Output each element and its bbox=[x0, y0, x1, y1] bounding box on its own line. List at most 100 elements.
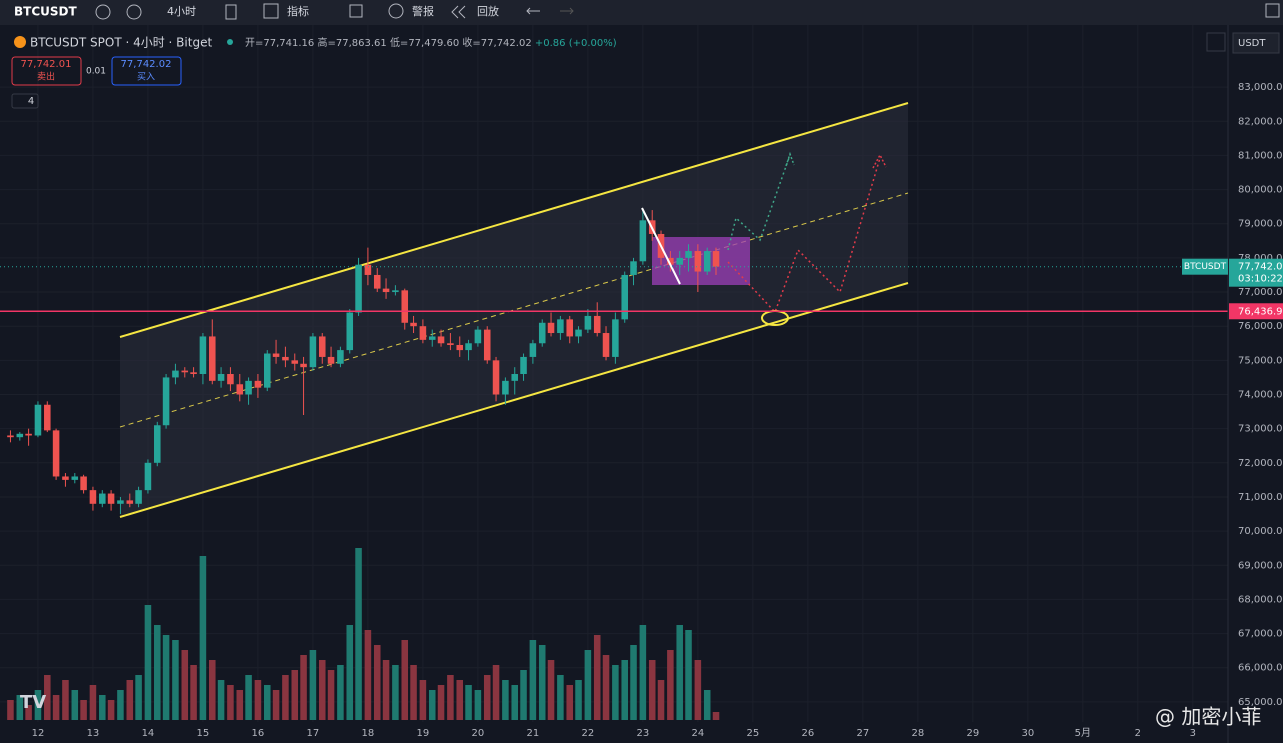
undo-icon[interactable] bbox=[526, 7, 540, 15]
y-tick-label: 83,000.00 bbox=[1238, 82, 1283, 93]
volume-bar bbox=[144, 605, 152, 720]
alert-icon[interactable] bbox=[388, 3, 404, 19]
candle-body bbox=[263, 353, 271, 388]
y-tick-label: 65,000.00 bbox=[1238, 697, 1283, 708]
volume-bar bbox=[575, 680, 582, 720]
volume-bar bbox=[566, 685, 574, 720]
sell-button[interactable] bbox=[11, 56, 82, 86]
buy-button[interactable] bbox=[111, 56, 182, 86]
volume-bar bbox=[392, 665, 399, 720]
candle-body bbox=[282, 356, 289, 361]
volume-bar bbox=[547, 660, 555, 720]
legend-low: 低=77,479.60 bbox=[390, 36, 459, 49]
buy-price[interactable]: 77,742.02 bbox=[121, 59, 172, 70]
candle-body bbox=[419, 326, 427, 340]
candle-body bbox=[410, 322, 417, 327]
candle-body bbox=[538, 322, 546, 344]
volume-bar bbox=[135, 675, 142, 720]
candle-body bbox=[502, 380, 509, 395]
x-tick-label: 17 bbox=[307, 728, 320, 739]
volume-bar bbox=[538, 645, 546, 720]
candle-body bbox=[584, 315, 592, 330]
candle-body bbox=[401, 290, 409, 323]
indicator-count[interactable]: 4 bbox=[28, 96, 34, 107]
x-tick-label: 18 bbox=[362, 728, 375, 739]
volume-bar bbox=[382, 660, 390, 720]
drop-line bbox=[641, 207, 681, 285]
sell-label[interactable]: 卖出 bbox=[37, 71, 55, 83]
channel-fill bbox=[120, 103, 908, 517]
candle-body bbox=[373, 274, 381, 289]
redo-icon[interactable] bbox=[560, 7, 574, 15]
candle-body bbox=[254, 380, 262, 388]
volume-bar bbox=[272, 690, 280, 720]
volume-bar bbox=[502, 680, 509, 720]
candle-body bbox=[300, 363, 307, 368]
candle-body bbox=[346, 312, 354, 351]
legend-high: 高=77,863.61 bbox=[317, 36, 386, 49]
candle-body bbox=[621, 274, 628, 320]
volume-bar bbox=[456, 680, 464, 720]
currency[interactable]: USDT bbox=[1238, 38, 1266, 49]
replay[interactable]: 回放 bbox=[477, 4, 499, 18]
volume-bar bbox=[44, 675, 51, 720]
candle-body bbox=[16, 433, 24, 438]
candle-body bbox=[209, 336, 216, 381]
candle-body bbox=[190, 372, 197, 375]
candle-body bbox=[135, 490, 142, 504]
candle-body bbox=[309, 336, 317, 368]
x-tick-label: 21 bbox=[527, 728, 540, 739]
currency-select[interactable] bbox=[1232, 32, 1280, 54]
channel-lower bbox=[119, 282, 909, 518]
candle-body bbox=[162, 377, 170, 426]
candle-body bbox=[154, 425, 161, 463]
volume-bar bbox=[172, 640, 179, 720]
indicator-icon[interactable] bbox=[263, 3, 279, 19]
candle-body bbox=[144, 462, 152, 491]
last-price-label: 77,742.02 bbox=[1238, 262, 1283, 273]
x-tick-label: 28 bbox=[911, 728, 924, 739]
alert[interactable]: 警报 bbox=[412, 4, 434, 18]
volume-bar bbox=[364, 630, 372, 720]
volume-bar bbox=[465, 685, 472, 720]
volume-bar bbox=[511, 685, 519, 720]
favorite-icon[interactable] bbox=[95, 4, 111, 20]
symbol[interactable]: BTCUSDT bbox=[14, 5, 77, 19]
x-tick-label: 23 bbox=[637, 728, 650, 739]
chart-type-icon[interactable] bbox=[225, 4, 237, 20]
sell-price[interactable]: 77,742.01 bbox=[21, 59, 72, 70]
x-tick-label: 19 bbox=[417, 728, 430, 739]
layout-icon[interactable] bbox=[349, 4, 363, 18]
x-tick-label: 30 bbox=[1021, 728, 1034, 739]
candle-body bbox=[639, 220, 647, 262]
buy-label[interactable]: 买入 bbox=[137, 72, 155, 83]
screenshot-icon[interactable] bbox=[1206, 32, 1226, 52]
indicators[interactable]: 指标 bbox=[287, 4, 309, 18]
last-price-tag bbox=[1229, 258, 1283, 287]
interval[interactable]: 4小时 bbox=[167, 5, 196, 18]
legend-open: 开=77,741.16 bbox=[245, 38, 314, 49]
volume-bar bbox=[557, 675, 564, 720]
symbol-tag-box bbox=[1182, 258, 1228, 275]
indicator-toggle[interactable] bbox=[11, 93, 39, 109]
candle-body bbox=[227, 374, 234, 385]
x-tick-label: 5月 bbox=[1075, 727, 1091, 739]
volume-bar bbox=[447, 675, 454, 720]
legend-title: BTCUSDT SPOT · 4小时 · Bitget bbox=[30, 36, 212, 50]
replay-icon[interactable] bbox=[451, 5, 466, 19]
x-tick-label: 22 bbox=[582, 728, 595, 739]
candle-body bbox=[602, 333, 610, 357]
fullscreen-icon[interactable] bbox=[1265, 3, 1280, 18]
volume-bar bbox=[593, 635, 601, 720]
status-dot bbox=[227, 39, 233, 45]
add-icon[interactable] bbox=[126, 4, 142, 20]
candle-body bbox=[529, 343, 537, 357]
volume-bar bbox=[694, 660, 702, 720]
candle-body bbox=[694, 251, 702, 272]
volume-bar bbox=[71, 690, 79, 720]
y-tick-label: 74,000.00 bbox=[1238, 390, 1283, 401]
y-tick-label: 77,000.00 bbox=[1238, 287, 1283, 298]
y-tick-label: 70,000.00 bbox=[1238, 526, 1283, 537]
coin-icon bbox=[14, 36, 26, 48]
volume-bar bbox=[236, 690, 244, 720]
